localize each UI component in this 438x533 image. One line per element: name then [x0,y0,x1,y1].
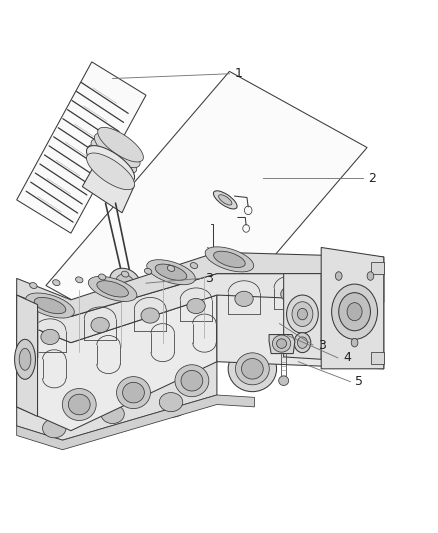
Ellipse shape [87,153,134,190]
Ellipse shape [116,274,134,290]
Ellipse shape [26,293,74,318]
Text: 1: 1 [234,67,242,80]
Ellipse shape [42,419,66,438]
Ellipse shape [190,263,198,269]
Ellipse shape [155,264,187,280]
Ellipse shape [19,349,31,370]
Ellipse shape [219,195,232,205]
Polygon shape [284,273,321,359]
Ellipse shape [181,370,203,391]
Ellipse shape [14,340,35,379]
Ellipse shape [205,247,254,272]
Ellipse shape [34,297,66,313]
Ellipse shape [332,284,378,340]
Ellipse shape [55,382,103,427]
Ellipse shape [123,382,145,403]
Ellipse shape [351,338,358,347]
Ellipse shape [297,337,307,349]
Polygon shape [46,71,367,362]
Ellipse shape [147,260,195,285]
Ellipse shape [336,272,342,280]
Ellipse shape [175,365,209,397]
Ellipse shape [53,280,60,286]
Text: 5: 5 [355,375,364,388]
Polygon shape [17,395,254,450]
Ellipse shape [35,413,73,443]
Ellipse shape [339,293,371,331]
Ellipse shape [347,303,362,321]
Ellipse shape [30,282,37,288]
Ellipse shape [167,265,175,271]
Ellipse shape [187,298,205,313]
Ellipse shape [110,370,158,415]
Ellipse shape [117,377,150,409]
Ellipse shape [62,389,96,421]
Text: 2: 2 [368,172,376,185]
Ellipse shape [76,277,83,283]
Ellipse shape [99,274,106,280]
Ellipse shape [94,133,140,168]
Ellipse shape [292,302,313,326]
Ellipse shape [91,318,110,333]
Polygon shape [371,262,384,273]
Ellipse shape [41,329,59,344]
Polygon shape [17,273,384,343]
Ellipse shape [228,346,276,392]
Polygon shape [217,273,384,369]
Ellipse shape [241,359,263,379]
Ellipse shape [272,335,291,352]
Ellipse shape [235,291,253,306]
Text: 3: 3 [205,272,213,285]
Ellipse shape [98,127,143,162]
Ellipse shape [101,405,124,424]
Ellipse shape [276,339,286,349]
Ellipse shape [94,399,131,429]
Ellipse shape [159,393,183,411]
Ellipse shape [367,272,374,280]
Ellipse shape [236,353,269,385]
Ellipse shape [68,394,90,415]
Polygon shape [17,252,384,317]
Ellipse shape [294,333,311,353]
Ellipse shape [88,276,137,301]
Ellipse shape [141,308,159,323]
Ellipse shape [279,376,289,385]
Ellipse shape [214,251,245,268]
Ellipse shape [213,191,237,209]
Polygon shape [17,295,38,416]
Ellipse shape [168,358,216,403]
Ellipse shape [86,146,134,183]
Text: 3: 3 [318,338,326,352]
Ellipse shape [91,139,137,173]
Polygon shape [321,247,384,369]
Ellipse shape [121,271,129,277]
Ellipse shape [88,144,134,179]
Ellipse shape [152,387,190,417]
Ellipse shape [110,268,141,296]
Polygon shape [17,362,217,440]
Ellipse shape [145,268,152,274]
Ellipse shape [97,281,128,297]
Polygon shape [17,295,217,431]
Text: 4: 4 [343,351,351,365]
Ellipse shape [281,287,299,302]
Ellipse shape [286,295,318,333]
Ellipse shape [297,309,307,320]
Polygon shape [269,335,295,353]
Polygon shape [17,62,146,233]
Polygon shape [82,160,134,213]
Polygon shape [371,352,384,364]
